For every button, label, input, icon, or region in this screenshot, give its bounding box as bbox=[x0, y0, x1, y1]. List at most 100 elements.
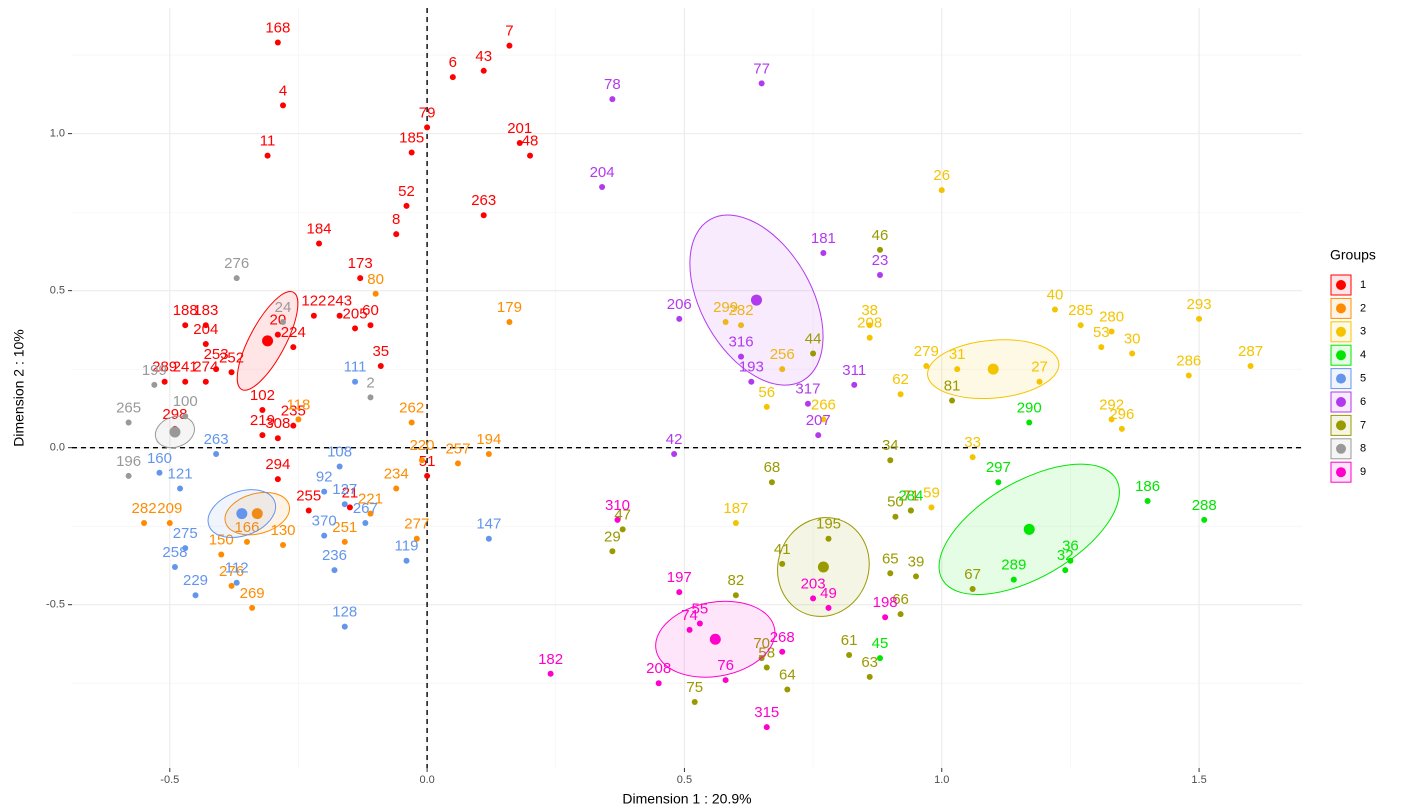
point bbox=[825, 535, 832, 542]
point-label: 289 bbox=[1001, 557, 1026, 574]
point-label: 31 bbox=[949, 346, 966, 363]
point bbox=[202, 322, 209, 329]
point bbox=[310, 312, 317, 319]
point bbox=[748, 378, 755, 385]
point bbox=[393, 231, 400, 238]
centroid bbox=[987, 363, 999, 375]
point-label: 258 bbox=[162, 544, 187, 561]
point bbox=[722, 319, 729, 326]
point-label: 7 bbox=[505, 23, 513, 40]
y-tick-label: 1.0 bbox=[50, 128, 65, 140]
point-label: 75 bbox=[686, 679, 703, 696]
point bbox=[516, 140, 523, 147]
point-label: 289 bbox=[152, 359, 177, 376]
point bbox=[485, 535, 492, 542]
point bbox=[367, 322, 374, 329]
point bbox=[810, 595, 817, 602]
legend-label: 6 bbox=[1360, 396, 1366, 408]
x-axis-title: Dimension 1 : 20.9% bbox=[622, 791, 751, 807]
point bbox=[506, 42, 513, 49]
point bbox=[887, 457, 894, 464]
point-label: 102 bbox=[250, 387, 275, 404]
point bbox=[280, 319, 287, 326]
point bbox=[758, 80, 765, 87]
point bbox=[408, 149, 415, 156]
point bbox=[449, 74, 456, 81]
point bbox=[352, 325, 359, 332]
point bbox=[485, 450, 492, 457]
point bbox=[424, 472, 431, 479]
point bbox=[233, 579, 240, 586]
legend-label: 3 bbox=[1360, 326, 1366, 338]
point-label: 308 bbox=[265, 415, 290, 432]
point-label: 195 bbox=[816, 516, 841, 533]
point bbox=[876, 271, 883, 278]
point bbox=[480, 67, 487, 74]
point-label: 41 bbox=[774, 541, 791, 558]
point-label: 203 bbox=[801, 575, 826, 592]
point-label: 2 bbox=[366, 374, 374, 391]
point bbox=[454, 460, 461, 467]
point-label: 280 bbox=[1099, 308, 1124, 325]
point bbox=[171, 564, 178, 571]
point-label: 268 bbox=[770, 629, 795, 646]
point-label: 315 bbox=[754, 704, 779, 721]
point bbox=[341, 538, 348, 545]
point-label: 276 bbox=[219, 563, 244, 580]
point bbox=[897, 391, 904, 398]
point bbox=[141, 520, 148, 527]
point bbox=[763, 403, 770, 410]
point bbox=[316, 240, 323, 247]
point-label: 49 bbox=[820, 585, 837, 602]
centroid bbox=[1023, 523, 1035, 535]
point-label: 52 bbox=[398, 183, 415, 200]
point bbox=[887, 570, 894, 577]
point bbox=[352, 378, 359, 385]
point-label: 64 bbox=[779, 666, 796, 683]
point-label: 11 bbox=[260, 133, 276, 150]
point-label: 181 bbox=[811, 230, 836, 247]
point bbox=[768, 479, 775, 486]
point-label: 160 bbox=[147, 450, 172, 467]
legend-dot bbox=[1336, 467, 1346, 478]
centroid bbox=[817, 561, 829, 573]
point-label: 63 bbox=[861, 654, 878, 671]
point-label: 286 bbox=[1176, 352, 1201, 369]
legend-dot bbox=[1336, 397, 1346, 407]
point bbox=[671, 450, 678, 457]
point bbox=[202, 378, 209, 385]
x-tick-label: 1.5 bbox=[1191, 774, 1206, 786]
point bbox=[995, 479, 1002, 486]
point-label: 187 bbox=[723, 500, 748, 517]
point-label: 186 bbox=[1135, 478, 1160, 495]
point-label: 220 bbox=[409, 437, 434, 454]
point-label: 42 bbox=[666, 431, 683, 448]
point-label: 56 bbox=[758, 384, 775, 401]
point-label: 24 bbox=[275, 299, 292, 316]
point-label: 293 bbox=[1187, 296, 1212, 313]
point-label: 45 bbox=[872, 635, 889, 652]
point-label: 182 bbox=[538, 651, 563, 668]
point-label: 55 bbox=[692, 601, 709, 618]
centroid bbox=[262, 335, 274, 347]
legend-label: 2 bbox=[1360, 302, 1366, 314]
point bbox=[321, 532, 328, 539]
point bbox=[696, 620, 703, 627]
point bbox=[1098, 344, 1105, 351]
point-label: 44 bbox=[805, 330, 822, 347]
point-label: 311 bbox=[842, 362, 866, 379]
point bbox=[676, 589, 683, 596]
point bbox=[413, 535, 420, 542]
point-label: 4 bbox=[279, 82, 287, 99]
point-label: 263 bbox=[204, 431, 229, 448]
point-label: 30 bbox=[1124, 330, 1141, 347]
point-label: 118 bbox=[286, 396, 310, 413]
point-label: 150 bbox=[209, 531, 234, 548]
point-label: 46 bbox=[872, 227, 889, 244]
point bbox=[357, 275, 364, 282]
point-label: 279 bbox=[914, 343, 939, 360]
point-label: 197 bbox=[667, 569, 692, 586]
point-label: 40 bbox=[1047, 286, 1064, 303]
point-label: 59 bbox=[923, 484, 940, 501]
legend-dot bbox=[1336, 326, 1346, 337]
